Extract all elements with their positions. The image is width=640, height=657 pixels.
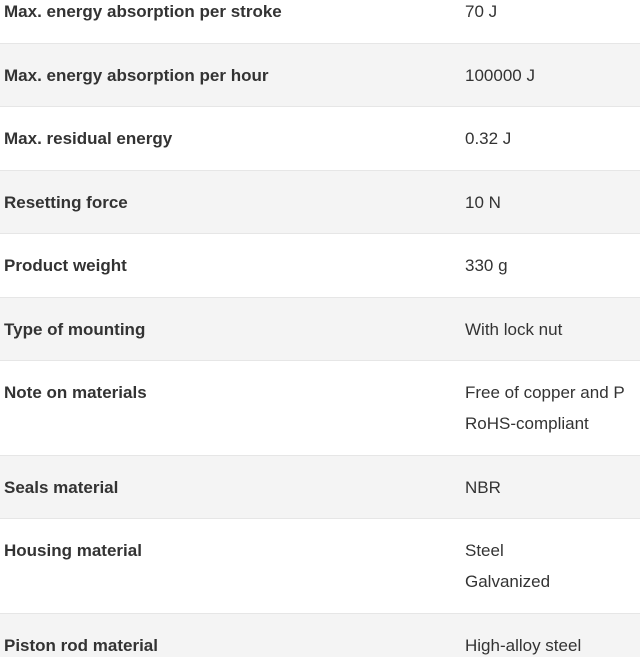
row-value: NBR [465, 477, 501, 497]
row-value: 0.32 J [465, 129, 512, 148]
row-value: RoHS-compliant [465, 414, 589, 433]
row-label: Max. energy absorption per hour [4, 65, 269, 85]
table-row: Max. residual energy 0.32 J [0, 106, 640, 170]
table-row: Housing material Steel Galvanized [0, 518, 640, 613]
row-value: High-alloy steel [465, 635, 582, 655]
table-row: Resetting force 10 N [0, 169, 640, 233]
row-value: Free of copper and P [465, 383, 625, 402]
table-row: Max. energy absorption per hour 100000 J [0, 42, 640, 106]
row-label: Max. energy absorption per stroke [4, 2, 282, 21]
table-row: Piston rod material High-alloy steel [0, 612, 640, 657]
table-row: Note on materials Free of copper and P RoH… [0, 360, 640, 455]
table-row: Seals material NBR [0, 454, 640, 518]
row-value: Steel [465, 541, 504, 560]
row-label: Resetting force [4, 192, 128, 212]
row-label: Housing material [4, 541, 142, 560]
row-label: Max. residual energy [4, 129, 173, 148]
table-row: Product weight 330 g [0, 233, 640, 297]
row-value: 330 g [465, 256, 508, 275]
row-label: Type of mounting [4, 319, 146, 339]
row-value: Galvanized [465, 572, 551, 591]
row-label: Note on materials [4, 383, 147, 402]
table-row: Type of mounting With lock nut [0, 296, 640, 360]
row-value: 100000 J [465, 65, 535, 85]
row-label: Seals material [4, 477, 119, 497]
row-value: 70 J [465, 2, 498, 21]
row-label: Product weight [4, 256, 127, 275]
row-label: Piston rod material [4, 635, 158, 655]
table-row: Max. energy absorption per stroke 70 J [0, 0, 640, 43]
row-value: 10 N [465, 192, 501, 212]
row-value: With lock nut [465, 319, 563, 339]
